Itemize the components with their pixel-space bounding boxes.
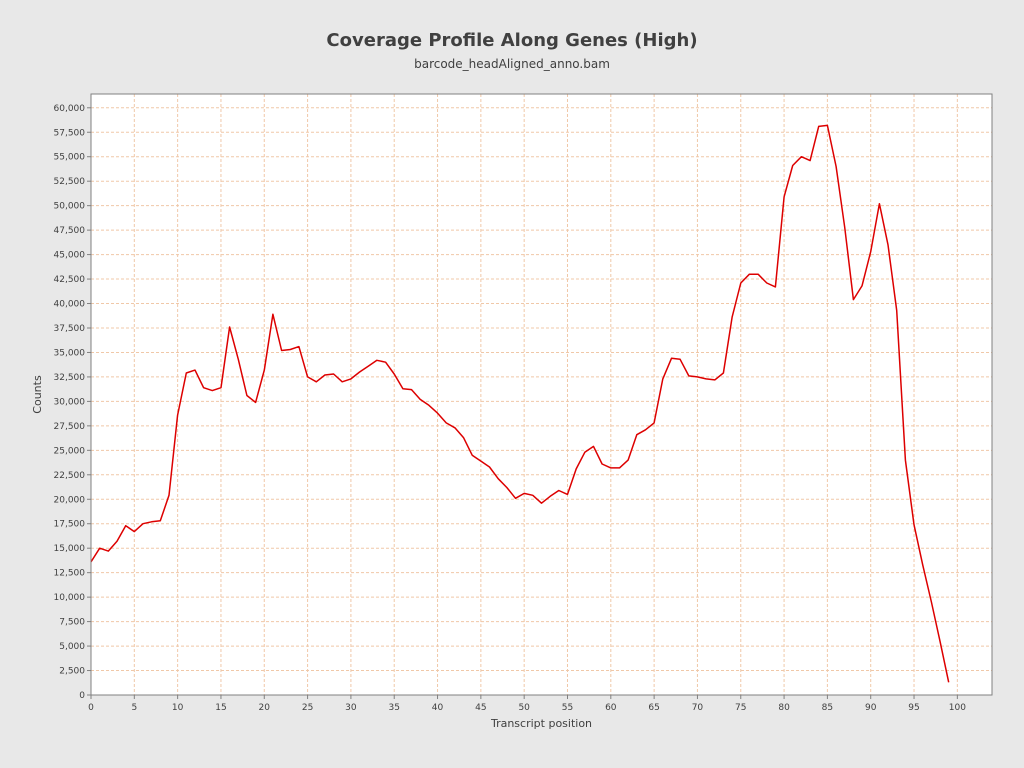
plot-background (91, 94, 992, 695)
series-line (90, 124, 950, 683)
y-axis-label: Counts (31, 375, 44, 414)
y-tick-label: 52,500 (54, 177, 86, 187)
chart-title: Coverage Profile Along Genes (High) (326, 30, 698, 51)
x-tick-label: 30 (345, 703, 357, 713)
y-tick-label: 35,000 (54, 348, 86, 358)
x-tick-label: 45 (475, 703, 486, 713)
x-tick-label: 60 (605, 703, 617, 713)
plot-border (90, 93, 993, 696)
y-tick-label: 7,500 (59, 618, 85, 628)
y-tick-label: 42,500 (54, 275, 86, 285)
x-tick-label: 20 (259, 703, 271, 713)
x-tick-label: 25 (302, 703, 313, 713)
y-tick-label: 20,000 (54, 495, 86, 505)
x-tick-label: 70 (692, 703, 704, 713)
y-tick-label: 10,000 (54, 593, 86, 603)
x-tick-label: 50 (518, 703, 530, 713)
y-tick-label: 37,500 (54, 324, 86, 334)
y-tick-label: 47,500 (54, 226, 86, 236)
x-tick-label: 80 (778, 703, 790, 713)
axes: 0 2,500 5,000 7,500 10,000 12,500 15,000 17,500… (54, 93, 993, 713)
y-tick-label: 0 (79, 691, 85, 701)
x-tick-label: 40 (432, 703, 444, 713)
chart-subtitle: barcode_headAligned_anno.bam (414, 57, 610, 71)
x-tick-label: 5 (131, 703, 137, 713)
y-tick-label: 27,500 (54, 422, 86, 432)
x-tick-label: 90 (865, 703, 877, 713)
y-tick-label: 45,000 (54, 251, 86, 261)
y-tick-label: 12,500 (54, 569, 86, 579)
y-tick-label: 57,500 (54, 128, 86, 138)
y-tick-label: 55,000 (54, 153, 86, 163)
x-tick-label: 15 (215, 703, 226, 713)
x-tick-label: 35 (388, 703, 399, 713)
x-tick-label: 65 (648, 703, 659, 713)
y-tick-label: 5,000 (59, 642, 85, 652)
x-tick-label: 85 (822, 703, 833, 713)
y-tick-label: 2,500 (59, 667, 85, 677)
x-tick-label: 75 (735, 703, 746, 713)
y-tick-label: 30,000 (54, 397, 86, 407)
x-tick-label: 55 (562, 703, 573, 713)
y-tick-label: 17,500 (54, 520, 86, 530)
x-tick-label: 100 (949, 703, 966, 713)
x-tick-label: 10 (172, 703, 184, 713)
grid (90, 94, 992, 696)
y-tick-label: 22,500 (54, 471, 86, 481)
y-tick-label: 15,000 (54, 544, 86, 554)
y-tick-label: 25,000 (54, 446, 86, 456)
y-tick-label: 50,000 (54, 202, 86, 212)
x-tick-label: 95 (908, 703, 919, 713)
x-axis-label: Transcript position (490, 717, 592, 730)
y-tick-label: 40,000 (54, 300, 86, 310)
y-tick-label: 60,000 (54, 104, 86, 114)
x-tick-label: 0 (88, 703, 94, 713)
series-layer (90, 124, 950, 683)
y-tick-label: 32,500 (54, 373, 86, 383)
